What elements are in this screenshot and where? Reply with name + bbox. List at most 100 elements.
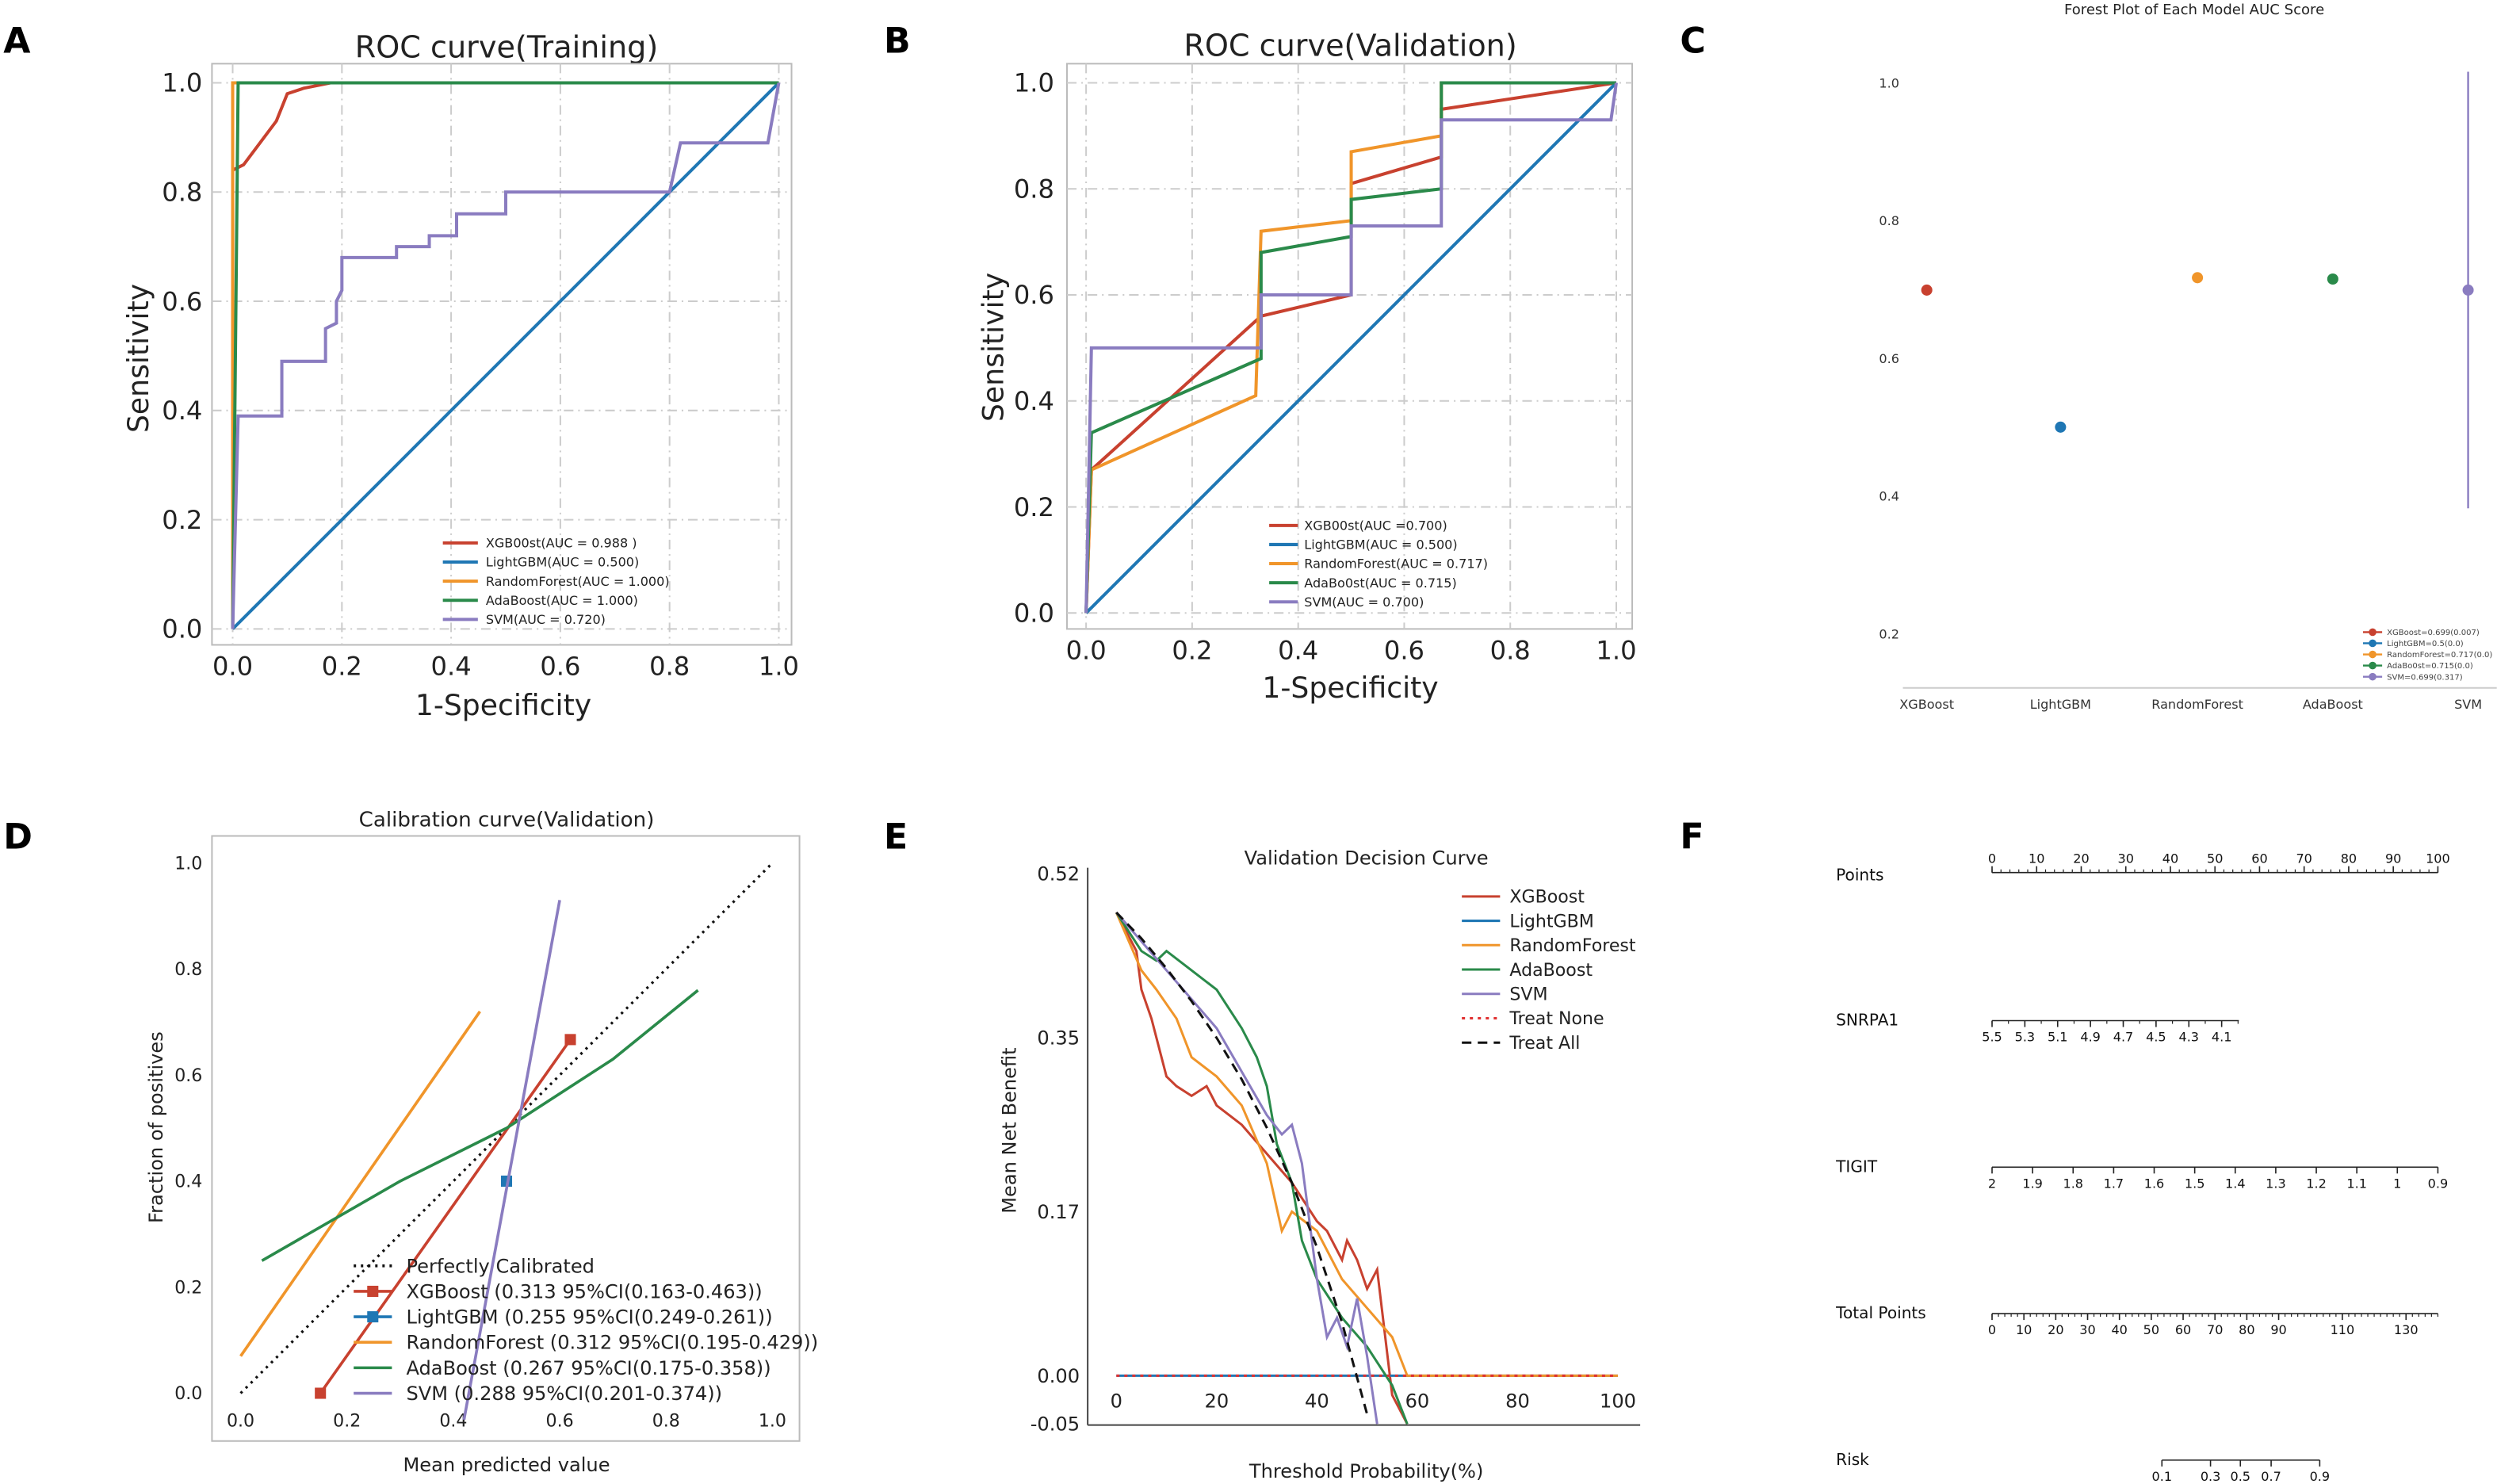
chart-c-ytick-label: 1.0 — [1879, 75, 1899, 90]
chart-c-xtick-label: SVM — [2454, 697, 2482, 712]
chart-c-legend-entry: XGBoost=0.699(0.007) — [2387, 629, 2480, 637]
chart-b-legend-entry: LightGBM(AUC = 0.500) — [1304, 537, 1457, 553]
nomogram-total-points-tick-label: 130 — [2394, 1322, 2419, 1337]
chart-d-legend-entry: XGBoost (0.313 95%CI(0.163-0.463)) — [406, 1280, 762, 1302]
chart-e-title: Validation Decision Curve — [1245, 847, 1489, 870]
nomogram-total-points-tick-label: 110 — [2331, 1322, 2355, 1337]
nomogram-points-tick-label: 50 — [2207, 851, 2223, 866]
panel-label-c: C — [1680, 21, 1705, 61]
chart-c-legend-entry: SVM=0.699(0.317) — [2387, 673, 2463, 682]
chart-c-xtick-label: XGBoost — [1899, 697, 1954, 712]
chart-e-series-svm — [1115, 912, 1379, 1425]
chart-b-xtick-label: 0.0 — [1066, 636, 1107, 666]
chart-b-ytick-label: 0.2 — [1014, 492, 1054, 522]
chart-d-legend-entry: SVM (0.288 95%CI(0.201-0.374)) — [406, 1383, 722, 1405]
chart-a-ytick-label: 0.0 — [162, 614, 202, 644]
chart-e-legend-entry: XGBoost — [1509, 887, 1585, 908]
chart-b-legend-entry: XGB00st(AUC =0.700) — [1304, 518, 1447, 533]
chart-e-legend-entry: Treat None — [1509, 1008, 1604, 1029]
chart-a-legend-entry: RandomForest(AUC = 1.000) — [486, 574, 670, 589]
chart-b-legend-entry: SVM(AUC = 0.700) — [1304, 595, 1424, 610]
chart-d-ytick-label: 0.8 — [174, 959, 202, 980]
chart-e-legend-entry: AdaBoost — [1509, 960, 1593, 981]
chart-b-legend-entry: AdaBo0st(AUC = 0.715) — [1304, 576, 1456, 591]
chart-b-title: ROC curve(Validation) — [1183, 28, 1516, 63]
chart-c-ytick-label: 0.4 — [1879, 489, 1899, 504]
chart-e-ytick-label: 0.52 — [1037, 863, 1080, 885]
chart-a-series-lightgbm — [231, 82, 780, 630]
chart-d-legend-marker — [367, 1311, 379, 1323]
chart-a-xtick-label: 1.0 — [759, 652, 799, 682]
chart-e-ytick-label: 0.35 — [1037, 1027, 1080, 1050]
chart-a-xtick-label: 0.2 — [322, 652, 362, 682]
chart-d-series-svm — [462, 900, 561, 1421]
panel-label-d: D — [3, 817, 33, 858]
chart-d-ytick-label: 0.6 — [174, 1065, 202, 1086]
nomogram-risk-tick-label: 0.9 — [2310, 1469, 2331, 1484]
nomogram-tigit-tick-label: 1.9 — [2022, 1176, 2043, 1191]
chart-a-ytick-label: 0.6 — [162, 286, 202, 316]
chart-c-ytick-label: 0.6 — [1879, 351, 1899, 366]
nomogram-tigit-tick-label: 1.5 — [2185, 1176, 2205, 1191]
nomogram-points-tick-label: 30 — [2118, 851, 2134, 866]
chart-a-ytick-label: 0.8 — [162, 177, 202, 207]
nomogram-total-points-tick-label: 90 — [2270, 1322, 2286, 1337]
chart-b-series-lightgbm — [1084, 82, 1618, 614]
chart-b-xtick-label: 0.4 — [1278, 636, 1318, 666]
chart-b-xtick-label: 0.8 — [1490, 636, 1531, 666]
chart-b-xtick-label: 1.0 — [1596, 636, 1636, 666]
nomogram-snrpa1-tick-label: 4.5 — [2146, 1030, 2166, 1045]
nomogram-tigit-tick-label: 1.4 — [2225, 1176, 2246, 1191]
nomogram-tigit-tick-label: 2 — [1988, 1176, 1996, 1191]
chart-d-ylabel: Fraction of positives — [145, 1031, 167, 1223]
chart-d-ytick-label: 1.0 — [174, 853, 202, 874]
nomogram-snrpa1-tick-label: 4.3 — [2179, 1030, 2200, 1045]
nomogram-points-tick-label: 100 — [2426, 851, 2450, 866]
nomogram-total-points-tick-label: 70 — [2207, 1322, 2223, 1337]
nomogram-points-tick-label: 0 — [1988, 851, 1996, 866]
chart-c-legend-marker — [2369, 661, 2377, 670]
chart-b-xtick-label: 0.6 — [1384, 636, 1424, 666]
chart-d-series-xgboost — [319, 1038, 572, 1394]
panel-label-a: A — [3, 21, 30, 61]
chart-d-ytick-label: 0.0 — [174, 1383, 202, 1404]
nomogram-snrpa1-tick-label: 5.5 — [1982, 1030, 2002, 1045]
chart-c-point-lightgbm — [2055, 421, 2067, 433]
nomogram-snrpa1-tick-label: 4.1 — [2212, 1030, 2232, 1045]
nomogram-tigit-tick-label: 1.8 — [2063, 1176, 2083, 1191]
nomogram-tigit-tick-label: 0.9 — [2428, 1176, 2449, 1191]
chart-d-xtick-label: 1.0 — [759, 1411, 786, 1432]
nomogram-risk-tick-label: 0.1 — [2152, 1469, 2173, 1484]
nomogram-points-tick-label: 40 — [2162, 851, 2178, 866]
nomogram-total-points-tick-label: 20 — [2048, 1322, 2063, 1337]
nomogram-total-points-tick-label: 10 — [2016, 1322, 2032, 1337]
nomogram-points-tick-label: 80 — [2341, 851, 2357, 866]
chart-d-xtick-label: 0.8 — [652, 1411, 680, 1432]
nomogram-tigit-tick-label: 1.6 — [2144, 1176, 2165, 1191]
nomogram-tigit-tick-label: 1.1 — [2346, 1176, 2367, 1191]
chart-a-xtick-label: 0.0 — [212, 652, 253, 682]
chart-e-legend-entry: RandomForest — [1509, 935, 1636, 956]
chart-e-xtick-label: 80 — [1505, 1390, 1530, 1413]
chart-d-xtick-label: 0.0 — [227, 1411, 254, 1432]
chart-d-xtick-label: 0.2 — [333, 1411, 361, 1432]
chart-a-legend-entry: SVM(AUC = 0.720) — [486, 612, 606, 627]
nomogram-tigit-tick-label: 1.2 — [2306, 1176, 2327, 1191]
chart-e-xtick-label: 40 — [1305, 1390, 1329, 1413]
chart-c-point-xgboost — [1921, 284, 1933, 296]
chart-d-marker-xgboost — [315, 1387, 327, 1399]
nomogram-points-tick-label: 10 — [2029, 851, 2044, 866]
chart-a-xtick-label: 0.4 — [431, 652, 472, 682]
chart-c-xtick-label: LightGBM — [2030, 697, 2091, 712]
chart-c-legend-marker — [2369, 628, 2377, 637]
chart-e-ytick-label: 0.17 — [1037, 1201, 1080, 1223]
chart-b-ytick-label: 1.0 — [1014, 68, 1054, 98]
chart-d-title: Calibration curve(Validation) — [359, 808, 655, 832]
chart-e-xtick-label: 100 — [1600, 1390, 1636, 1413]
nomogram-points-label: Points — [1836, 866, 1883, 885]
chart-d-legend-marker — [367, 1285, 379, 1297]
nomogram-total-points-tick-label: 50 — [2143, 1322, 2159, 1337]
chart-b-series-svm — [1084, 82, 1618, 614]
chart-a-ytick-label: 0.2 — [162, 505, 202, 535]
chart-e-series-xgboost — [1115, 912, 1409, 1425]
